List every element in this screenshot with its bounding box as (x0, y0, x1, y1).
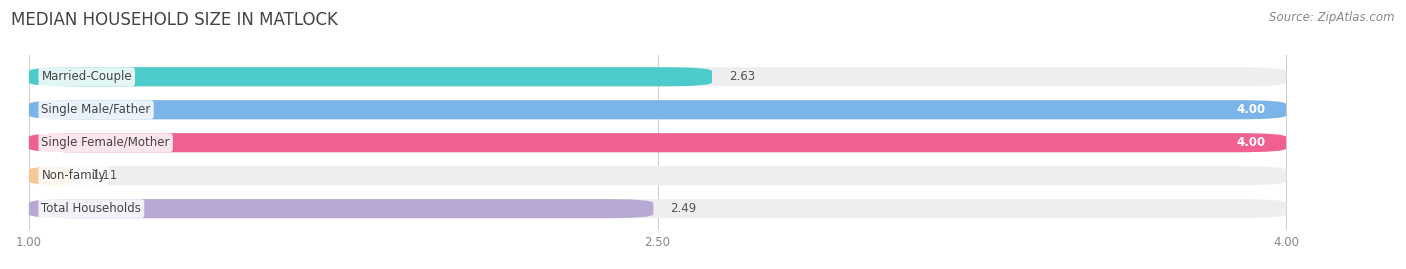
Text: MEDIAN HOUSEHOLD SIZE IN MATLOCK: MEDIAN HOUSEHOLD SIZE IN MATLOCK (11, 11, 337, 29)
Text: Single Male/Father: Single Male/Father (41, 103, 150, 116)
FancyBboxPatch shape (30, 199, 654, 218)
Text: Non-family: Non-family (41, 169, 105, 182)
Text: 1.11: 1.11 (91, 169, 118, 182)
FancyBboxPatch shape (30, 166, 1286, 185)
FancyBboxPatch shape (30, 100, 1286, 119)
Text: Source: ZipAtlas.com: Source: ZipAtlas.com (1270, 11, 1395, 24)
FancyBboxPatch shape (30, 67, 1286, 86)
FancyBboxPatch shape (30, 100, 1286, 119)
FancyBboxPatch shape (30, 67, 711, 86)
Text: Single Female/Mother: Single Female/Mother (41, 136, 170, 149)
Text: 4.00: 4.00 (1236, 103, 1265, 116)
FancyBboxPatch shape (30, 133, 1286, 152)
Text: Total Households: Total Households (41, 202, 141, 215)
Text: 4.00: 4.00 (1236, 136, 1265, 149)
FancyBboxPatch shape (30, 133, 1286, 152)
Text: 2.49: 2.49 (671, 202, 696, 215)
Text: 2.63: 2.63 (728, 70, 755, 83)
FancyBboxPatch shape (30, 199, 1286, 218)
Text: Married-Couple: Married-Couple (41, 70, 132, 83)
FancyBboxPatch shape (25, 166, 79, 185)
